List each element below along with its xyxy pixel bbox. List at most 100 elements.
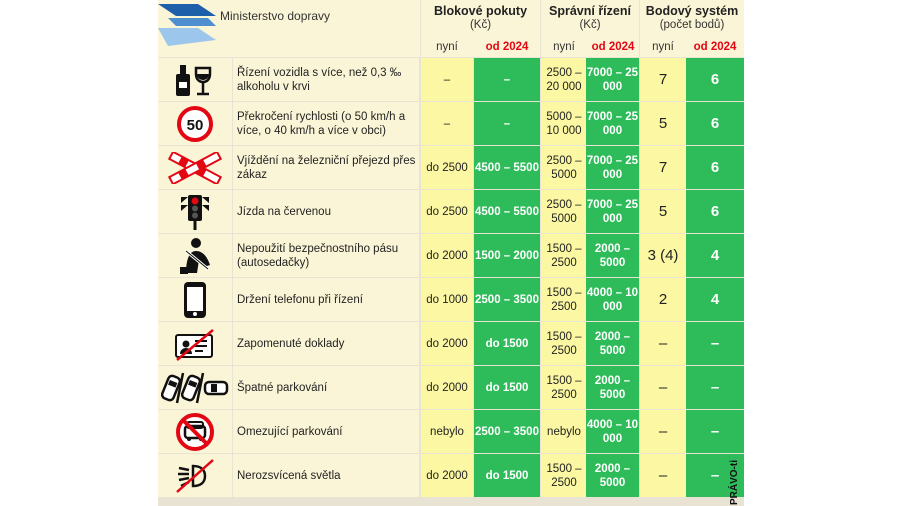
col-2024-label: od 2024 bbox=[485, 41, 529, 53]
cell-body-now: – bbox=[640, 410, 686, 453]
cell-blok-now: do 2000 bbox=[421, 234, 473, 277]
unlit-lights-icon bbox=[158, 454, 232, 497]
svg-text:50: 50 bbox=[187, 117, 204, 134]
bad-parking-icon bbox=[158, 366, 232, 409]
col-2024-label: od 2024 bbox=[693, 41, 737, 53]
group-subtitle: (Kč) bbox=[469, 19, 492, 31]
offence-label: Držení telefonu při řízení bbox=[233, 278, 419, 321]
cell-body-2024: 6 bbox=[686, 102, 744, 145]
cell-body-now: 5 bbox=[640, 190, 686, 233]
offence-label: Špatné parkování bbox=[233, 366, 419, 409]
cell-body-2024: 6 bbox=[686, 190, 744, 233]
header-bodovy: Bodový systém (počet bodů) nyní od 2024 bbox=[640, 0, 744, 57]
offence-label: Jízda na červenou bbox=[233, 190, 419, 233]
fines-table: Ministerstvo dopravy Blokové pokuty (Kč)… bbox=[158, 0, 744, 506]
table-row: Nerozsvícená světla do 2000 do 1500 1500 – … bbox=[158, 454, 744, 497]
offence-label: Zapomenuté doklady bbox=[233, 322, 419, 365]
offence-label: Nerozsvícená světla bbox=[233, 454, 419, 497]
cell-spravni-2024: 2000 – 5000 bbox=[586, 234, 639, 277]
cell-body-now: – bbox=[640, 366, 686, 409]
seatbelt-icon bbox=[158, 234, 232, 277]
col-now-label: nyní bbox=[652, 41, 674, 53]
cell-blok-now: do 2000 bbox=[421, 454, 473, 497]
cell-body-now: 2 bbox=[640, 278, 686, 321]
cell-spravni-now: 1500 – 2500 bbox=[541, 234, 587, 277]
group-title: Správní řízení bbox=[549, 4, 631, 18]
cell-blok-2024: 1500 – 2000 bbox=[474, 234, 540, 277]
cell-spravni-2024: 7000 – 25 000 bbox=[586, 58, 639, 101]
cell-spravni-now: nebylo bbox=[541, 410, 587, 453]
cell-blok-now: do 2500 bbox=[421, 190, 473, 233]
col-now-label: nyní bbox=[553, 41, 575, 53]
cell-spravni-2024: 2000 – 5000 bbox=[586, 454, 639, 497]
cell-blok-2024: 2500 – 3500 bbox=[474, 278, 540, 321]
cell-spravni-now: 1500 – 2500 bbox=[541, 322, 587, 365]
cell-blok-now: do 1000 bbox=[421, 278, 473, 321]
restrictive-parking-icon bbox=[158, 410, 232, 453]
cell-blok-2024: 4500 – 5500 bbox=[474, 146, 540, 189]
traffic-light-icon bbox=[158, 190, 232, 233]
cell-blok-2024: 4500 – 5500 bbox=[474, 190, 540, 233]
cell-body-now: – bbox=[640, 454, 686, 497]
cell-spravni-now: 1500 – 2500 bbox=[541, 366, 587, 409]
cell-body-now: 7 bbox=[640, 58, 686, 101]
cell-body-2024: 6 bbox=[686, 58, 744, 101]
cell-spravni-2024: 7000 – 25 000 bbox=[586, 102, 639, 145]
cell-spravni-2024: 4000 – 10 000 bbox=[586, 278, 639, 321]
cell-spravni-2024: 7000 – 25 000 bbox=[586, 146, 639, 189]
offence-label: Překročení rychlosti (o 50 km/h a více, … bbox=[233, 102, 419, 145]
header-blokove: Blokové pokuty (Kč) nyní od 2024 bbox=[421, 0, 540, 57]
table-row: Vjíždění na železniční přejezd přes záka… bbox=[158, 146, 744, 189]
cell-blok-now: do 2000 bbox=[421, 366, 473, 409]
forgotten-documents-icon bbox=[158, 322, 232, 365]
group-title: Blokové pokuty bbox=[433, 4, 528, 18]
ministry-logo-icon bbox=[158, 4, 216, 46]
cell-spravni-now: 1500 – 2500 bbox=[541, 454, 587, 497]
cell-spravni-2024: 7000 – 25 000 bbox=[586, 190, 639, 233]
cell-spravni-now: 5000 – 10 000 bbox=[541, 102, 587, 145]
cell-body-now: 3 (4) bbox=[640, 234, 686, 277]
cell-spravni-2024: 2000 – 5000 bbox=[586, 366, 639, 409]
cell-spravni-2024: 2000 – 5000 bbox=[586, 322, 639, 365]
cell-body-2024: – bbox=[686, 322, 744, 365]
cell-spravni-now: 2500 – 5000 bbox=[541, 190, 587, 233]
cell-blok-2024: do 1500 bbox=[474, 454, 540, 497]
cell-blok-now: do 2000 bbox=[421, 322, 473, 365]
table-row: Jízda na červenou do 2500 4500 – 5500 2500 … bbox=[158, 190, 744, 233]
phone-icon bbox=[158, 278, 232, 321]
header-spravni: Správní řízení (Kč) nyní od 2024 bbox=[541, 0, 639, 57]
cell-body-now: 7 bbox=[640, 146, 686, 189]
speed-limit-50-icon: 50 bbox=[158, 102, 232, 145]
cell-blok-2024: 2500 – 3500 bbox=[474, 410, 540, 453]
offence-label: Řízení vozidla s více, než 0,3 ‰ alkohol… bbox=[233, 58, 419, 101]
group-subtitle: (Kč) bbox=[579, 19, 601, 31]
header-ministry: Ministerstvo dopravy bbox=[158, 0, 420, 57]
alcohol-icon bbox=[158, 58, 232, 101]
cell-spravni-now: 1500 – 2500 bbox=[541, 278, 587, 321]
cell-body-now: 5 bbox=[640, 102, 686, 145]
table-row: Držení telefonu při řízení do 1000 2500 – … bbox=[158, 278, 744, 321]
cell-body-2024: – bbox=[686, 410, 744, 453]
cell-spravni-now: 2500 – 20 000 bbox=[541, 58, 587, 101]
table-row: Zapomenuté doklady do 2000 do 1500 1500 – 2… bbox=[158, 322, 744, 365]
ministry-title: Ministerstvo dopravy bbox=[220, 9, 331, 23]
table-row: Omezující parkování nebylo 2500 – 3500 neby… bbox=[158, 410, 744, 453]
cell-blok-2024: – bbox=[474, 102, 540, 145]
cell-body-2024: 4 bbox=[686, 278, 744, 321]
offence-label: Nepoužití bezpečnostního pásu (autosedač… bbox=[233, 234, 419, 277]
group-subtitle: (počet bodů) bbox=[659, 19, 725, 31]
table-row: Špatné parkování do 2000 do 1500 1500 – 250… bbox=[158, 366, 744, 409]
cell-body-2024: – bbox=[686, 366, 744, 409]
cell-blok-now: – bbox=[421, 102, 473, 145]
railway-crossing-icon bbox=[158, 146, 232, 189]
cell-blok-now: do 2500 bbox=[421, 146, 473, 189]
cell-blok-now: nebylo bbox=[421, 410, 473, 453]
cell-blok-2024: do 1500 bbox=[474, 322, 540, 365]
table-row: Nepoužití bezpečnostního pásu (autosedač… bbox=[158, 234, 744, 277]
offence-label: Omezující parkování bbox=[233, 410, 419, 453]
cell-blok-2024: – bbox=[474, 58, 540, 101]
cell-blok-2024: do 1500 bbox=[474, 366, 540, 409]
cell-body-now: – bbox=[640, 322, 686, 365]
col-now-label: nyní bbox=[436, 41, 458, 53]
cell-spravni-now: 2500 – 5000 bbox=[541, 146, 587, 189]
